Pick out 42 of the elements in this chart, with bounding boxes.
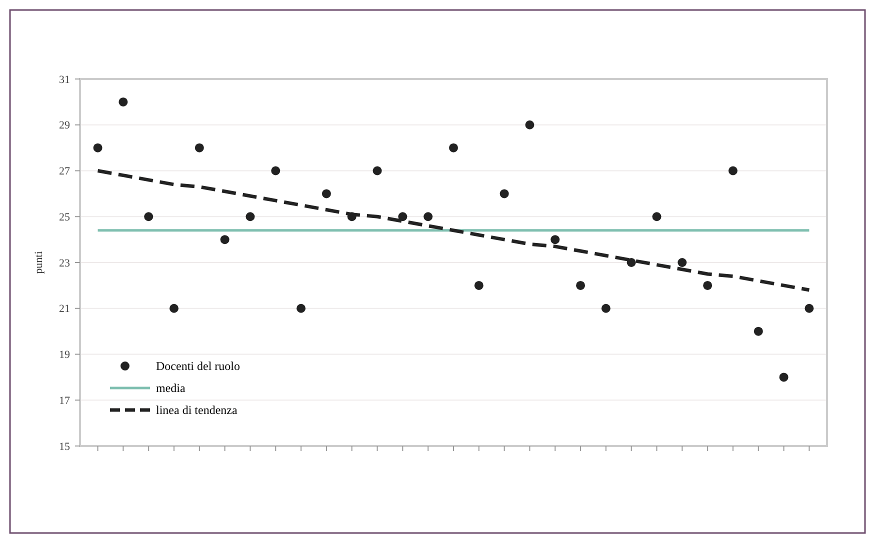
point <box>296 304 306 313</box>
point <box>449 143 458 152</box>
line-series <box>96 169 811 292</box>
point <box>678 258 687 267</box>
y-tick-label: 25 <box>59 211 70 224</box>
y-tick-label: 27 <box>59 166 70 178</box>
point <box>525 120 534 130</box>
point <box>779 372 788 382</box>
y-tick-label: 17 <box>59 394 70 407</box>
point <box>754 326 763 336</box>
legend-label: Docenti del ruolo <box>156 359 240 374</box>
y-tick-label: 31 <box>59 74 70 86</box>
point <box>626 258 636 267</box>
y-tick-label: 23 <box>59 257 70 270</box>
point <box>322 189 331 198</box>
point <box>271 166 280 176</box>
point <box>144 212 154 222</box>
point <box>703 280 712 290</box>
y-tick-label: 29 <box>59 120 70 132</box>
legend-label: linea di tendenza <box>156 403 238 418</box>
point <box>500 189 509 198</box>
y-tick-label: 19 <box>59 349 70 362</box>
point <box>474 280 484 290</box>
point <box>246 212 255 222</box>
legend-label: media <box>156 381 186 396</box>
point <box>170 304 179 313</box>
point <box>194 143 204 152</box>
point <box>804 304 814 313</box>
point <box>424 212 433 222</box>
y-tick-label: 15 <box>59 440 70 453</box>
point <box>601 304 610 313</box>
point <box>550 235 560 244</box>
point <box>372 166 382 176</box>
point <box>220 235 230 244</box>
y-axis-title: punti <box>33 251 45 274</box>
point <box>118 97 128 106</box>
point <box>728 166 738 176</box>
point <box>652 212 662 222</box>
point <box>398 212 408 222</box>
y-tick-label: 21 <box>59 303 70 316</box>
point <box>576 280 586 290</box>
point <box>93 143 102 152</box>
